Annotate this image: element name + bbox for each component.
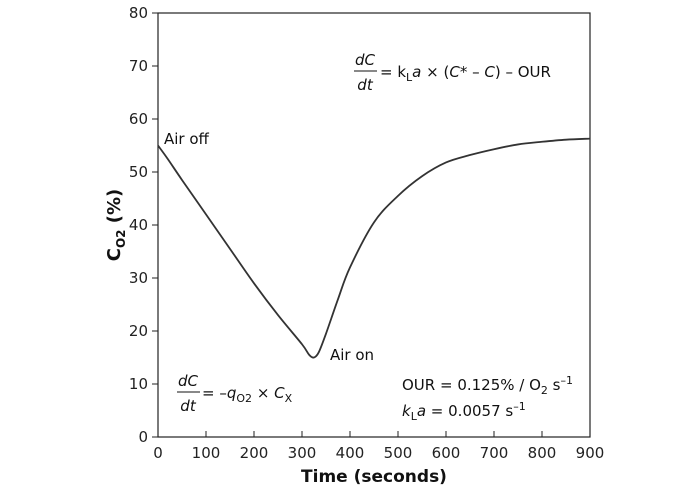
series-line-co2 [157,137,591,359]
y-tick-label: 40 [129,216,148,234]
svg-text:= –qO2 × CX: = –qO2 × CX [202,384,293,405]
y-tick-label: 30 [129,269,148,287]
svg-text:dC: dC [178,372,199,390]
svg-text:= kLa × (C* – C) – OUR: = kLa × (C* – C) – OUR [380,63,551,84]
x-axis-ticks: 0 100 200 300 400 500 600 700 800 900 [153,431,604,462]
x-tick-label: 0 [153,444,163,462]
x-tick-label: 900 [576,444,605,462]
y-tick-label: 50 [129,163,148,181]
y-tick-label: 80 [129,4,148,22]
annotation-air-on: Air on [330,346,374,364]
svg-text:dt: dt [357,76,374,94]
x-tick-label: 200 [240,444,269,462]
x-tick-label: 600 [432,444,461,462]
equation-top: dC dt = kLa × (C* – C) – OUR [354,51,551,94]
x-axis-title: Time (seconds) [301,467,447,487]
y-tick-label: 60 [129,110,148,128]
y-axis-ticks: 0 10 20 30 40 50 60 70 80 [129,4,158,446]
svg-text:dt: dt [180,397,197,415]
annotation-kla: kLa = 0.0057 s–1 [402,400,526,423]
y-tick-label: 0 [138,428,148,446]
y-tick-label: 10 [129,375,148,393]
equation-bottom: dC dt = –qO2 × CX [177,372,293,415]
x-tick-label: 800 [528,444,557,462]
annotation-our: OUR = 0.125% / O2 s–1 [402,374,573,397]
x-tick-label: 700 [480,444,509,462]
y-tick-label: 70 [129,57,148,75]
y-tick-label: 20 [129,322,148,340]
x-tick-label: 300 [288,444,317,462]
svg-text:dC: dC [355,51,376,69]
y-axis-title: CO2 (%) [104,189,128,262]
x-tick-label: 400 [336,444,365,462]
x-tick-label: 100 [192,444,221,462]
annotation-air-off: Air off [164,130,210,148]
x-tick-label: 500 [384,444,413,462]
